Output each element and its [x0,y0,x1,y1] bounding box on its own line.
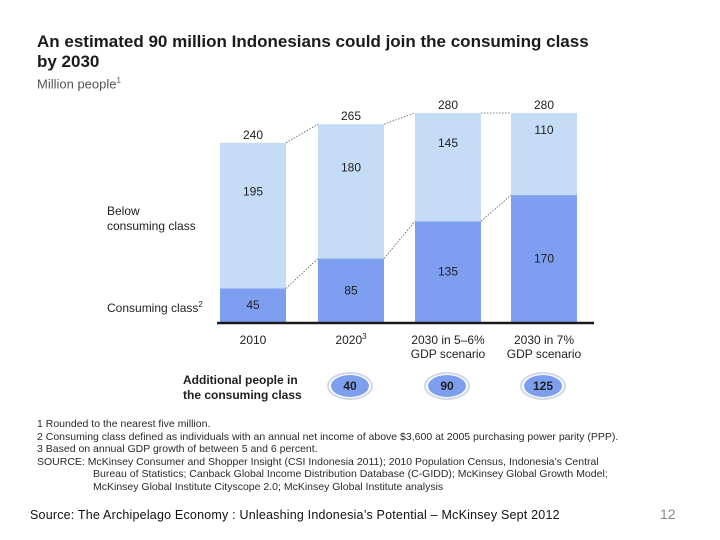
footnote-1: 1 Rounded to the nearest five million. [37,418,211,430]
footnote-source-cont1: Bureau of Statistics; Canback Global Inc… [93,468,608,480]
subtitle-footnote-mark: 1 [116,76,121,85]
category-label-2: 2030 in 5–6% [411,333,485,347]
label-consuming-0: 45 [246,298,260,312]
row-label-below-2: consuming class [107,219,196,233]
bar-below-2 [415,113,481,222]
footnote-3: 3 Based on annual GDP growth of between … [37,443,318,455]
label-consuming-3: 170 [534,252,554,266]
bar-consuming-0 [220,288,286,322]
label-consuming-2: 135 [438,265,458,279]
label-total-0: 240 [243,128,263,142]
category-label-line2-3: GDP scenario [507,347,582,361]
source-line: Source: The Archipelago Economy : Unleas… [30,508,560,522]
bubble-2 [524,375,562,397]
category-label-0: 2010 [240,333,267,347]
bubble-0 [331,375,369,397]
connector-top-1 [383,112,416,125]
row-label-below-1: Below [107,204,140,218]
footnote-source: SOURCE: McKinsey Consumer and Shopper In… [37,455,599,468]
label-below-0: 195 [243,185,263,199]
page-number: 12 [660,506,676,522]
label-below-2: 145 [438,136,458,150]
connector-consuming-2 [480,194,512,222]
label-consuming-1: 85 [344,283,358,297]
chart-subtitle: Million people1 [37,76,121,91]
bubble-value-1: 90 [440,379,454,393]
bar-below-0 [220,142,286,289]
label-total-3: 280 [534,98,554,112]
bar-consuming-1 [318,258,384,322]
bubble-value-0: 40 [343,379,357,393]
bubble-1 [428,375,466,397]
connector-top-0 [285,123,319,144]
subtitle-text: Million people [37,76,117,92]
label-below-3: 110 [534,123,553,137]
category-label-line2-2: GDP scenario [411,347,486,361]
footnotes: 1 Rounded to the nearest five million. 2… [37,418,687,493]
category-label-1: 20203 [335,332,367,347]
row-label-consuming: Consuming class2 [107,300,203,315]
footnote-2: 2 Consuming class defined as individuals… [37,430,619,443]
connector-consuming-0 [285,258,319,289]
bar-consuming-3 [511,195,577,322]
chart-title-line1: An estimated 90 million Indonesians coul… [37,32,589,51]
label-below-1: 180 [341,160,361,174]
bar-below-3 [511,113,577,196]
chart-title: An estimated 90 million Indonesians coul… [37,32,657,72]
chart-title-line2: by 2030 [37,52,100,71]
category-label-3: 2030 in 7% [514,333,574,347]
bar-consuming-2 [415,221,481,322]
label-total-2: 280 [438,98,458,112]
footnote-source-cont2: McKinsey Global Institute Cityscope 2.0;… [93,480,444,493]
additional-label-1: Additional people in [183,373,298,387]
stacked-bar-chart: 45 195 240 85 180 265 135 145 280 170 110 280 2010 20… [107,98,594,402]
additional-label-2: the consuming class [183,388,302,402]
connector-consuming-1 [383,220,416,259]
label-total-1: 265 [341,109,361,123]
bubble-value-2: 125 [533,379,553,393]
bar-below-1 [318,124,384,259]
